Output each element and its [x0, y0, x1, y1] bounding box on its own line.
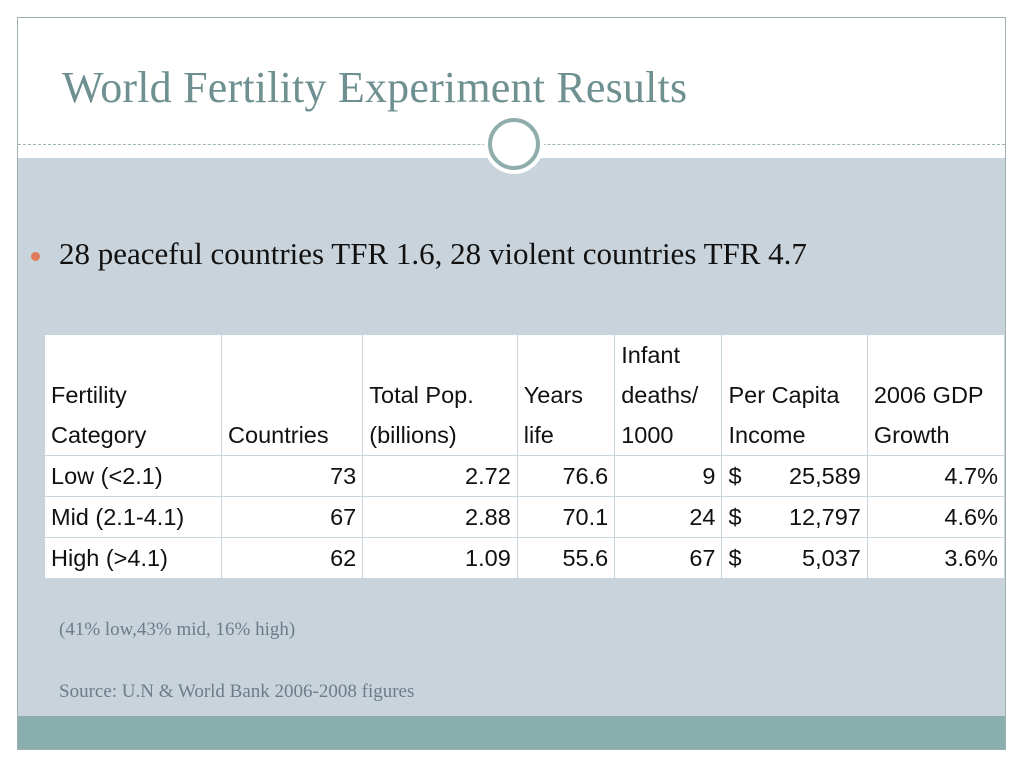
table-row: Low (<2.1) 73 2.72 76.6 9 $25,589 4.7%: [43, 455, 1005, 497]
cell-countries: 62: [221, 537, 364, 579]
bullet-text: 28 peaceful countries TFR 1.6, 28 violen…: [59, 236, 807, 271]
cell-category: Mid (2.1-4.1): [43, 496, 223, 538]
cell-countries: 67: [221, 496, 364, 538]
cell-countries: 73: [221, 455, 364, 497]
currency-symbol: $: [728, 462, 742, 489]
header-fertility-category: Fertility Category: [43, 334, 223, 456]
table-header-row: Fertility Category Countries Total Pop. (b…: [43, 334, 1005, 456]
cell-gdp-growth: 3.6%: [866, 537, 1005, 579]
footer-band: [18, 716, 1005, 749]
cell-gdp-growth: 4.6%: [866, 496, 1005, 538]
cell-population: 2.88: [362, 496, 518, 538]
header-total-pop: Total Pop. (billions): [362, 334, 518, 456]
distribution-note: (41% low,43% mid, 16% high): [59, 619, 296, 640]
cell-category: High (>4.1): [43, 537, 223, 579]
slide-title: World Fertility Experiment Results: [62, 63, 688, 112]
cell-population: 1.09: [362, 537, 518, 579]
bullet-dot-icon: [31, 252, 40, 261]
cell-population: 2.72: [362, 455, 518, 497]
source-note: Source: U.N & World Bank 2006-2008 figur…: [59, 681, 415, 702]
circle-ring-icon: [488, 118, 540, 170]
slide: World Fertility Experiment Results 28 pe…: [17, 17, 1006, 750]
currency-symbol: $: [728, 503, 742, 530]
fertility-table: Fertility Category Countries Total Pop. (b…: [43, 334, 1005, 579]
header-per-capita-income: Per Capita Income: [721, 334, 868, 456]
cell-infant-deaths: 67: [614, 537, 723, 579]
cell-infant-deaths: 24: [614, 496, 723, 538]
cell-years-life: 76.6: [516, 455, 616, 497]
cell-income: $5,037: [721, 537, 868, 579]
cell-infant-deaths: 9: [614, 455, 723, 497]
cell-years-life: 70.1: [516, 496, 616, 538]
header-countries: Countries: [221, 334, 364, 456]
table-row: Mid (2.1-4.1) 67 2.88 70.1 24 $12,797 4.…: [43, 496, 1005, 538]
header-years-life: Years life: [516, 334, 616, 456]
cell-income: $12,797: [721, 496, 868, 538]
cell-years-life: 55.6: [516, 537, 616, 579]
table-row: High (>4.1) 62 1.09 55.6 67 $5,037 3.6%: [43, 537, 1005, 579]
cell-income: $25,589: [721, 455, 868, 497]
header-gdp-growth: 2006 GDP Growth: [866, 334, 1005, 456]
currency-symbol: $: [728, 544, 742, 571]
cell-gdp-growth: 4.7%: [866, 455, 1005, 497]
cell-category: Low (<2.1): [43, 455, 223, 497]
header-infant-deaths: Infant deaths/1000: [614, 334, 723, 456]
